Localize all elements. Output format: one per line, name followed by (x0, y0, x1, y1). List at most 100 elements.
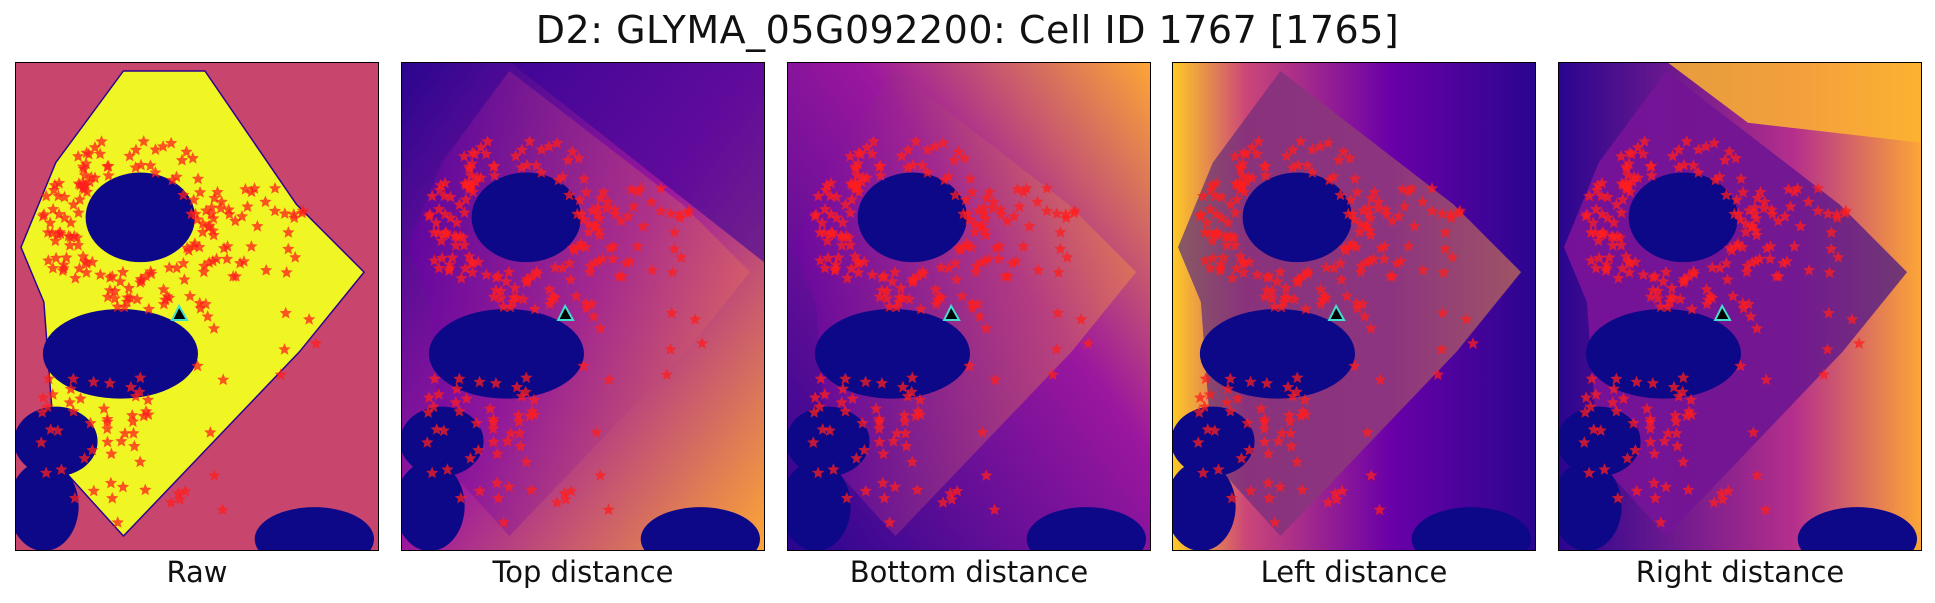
spot-marker (587, 310, 600, 322)
spot-marker (472, 443, 485, 456)
spot-marker (455, 271, 468, 284)
spot-marker (128, 439, 141, 452)
spot-marker (425, 466, 439, 479)
bottom-distance-image (788, 63, 1150, 550)
spot-marker (593, 322, 607, 334)
spot-marker (835, 396, 848, 408)
spot-marker (1224, 372, 1237, 385)
spot-marker (443, 258, 456, 271)
spot-marker (1360, 219, 1373, 232)
spot-marker (900, 439, 913, 452)
spot-marker (49, 251, 63, 264)
spot-marker (561, 153, 575, 166)
spot-marker (80, 146, 93, 159)
spot-marker (432, 202, 446, 215)
spot-marker (1718, 153, 1732, 166)
spot-marker (1687, 159, 1700, 171)
spot-marker (1286, 161, 1299, 173)
spot-marker (1784, 200, 1797, 212)
spot-marker (457, 149, 471, 162)
spot-marker (818, 261, 832, 274)
spot-marker (1822, 306, 1835, 319)
spot-marker (1709, 173, 1722, 186)
spot-marker (877, 447, 890, 460)
spot-marker (67, 198, 80, 210)
spot-marker (309, 337, 323, 349)
spot-marker (673, 208, 686, 220)
spot-marker (207, 228, 220, 241)
spot-marker (839, 372, 852, 385)
spot-marker (1821, 207, 1834, 219)
spot-marker (510, 291, 523, 304)
spot-marker (1657, 275, 1670, 287)
spot-marker (1229, 177, 1242, 189)
spot-marker (40, 189, 53, 202)
spot-marker (917, 267, 930, 280)
spot-marker (1230, 193, 1243, 206)
spot-marker (1615, 206, 1628, 219)
right-distance-image (1559, 63, 1921, 550)
spot-marker (422, 405, 435, 418)
spot-marker (1651, 292, 1665, 304)
spot-marker (517, 292, 530, 305)
spot-marker (172, 487, 185, 499)
spot-marker (1592, 234, 1605, 247)
spot-marker (512, 408, 525, 421)
spot-marker (1630, 484, 1643, 497)
spot-marker (1734, 359, 1747, 372)
spot-marker (216, 503, 229, 516)
spot-marker (57, 258, 70, 271)
spot-marker (52, 207, 66, 220)
spot-marker (1258, 415, 1271, 428)
spot-marker (1192, 436, 1205, 448)
spot-marker (124, 291, 137, 304)
spot-marker (980, 191, 993, 204)
spot-marker (104, 476, 118, 489)
spot-marker (1758, 195, 1771, 208)
spot-marker (1265, 284, 1279, 297)
spot-marker (149, 166, 162, 178)
spot-marker (1340, 289, 1354, 302)
spot-marker (1587, 423, 1600, 435)
spot-marker (103, 376, 117, 389)
spot-marker (896, 291, 909, 304)
spot-marker (1209, 207, 1223, 220)
spot-marker (1674, 292, 1687, 305)
spot-marker (959, 193, 972, 206)
spot-marker (1739, 225, 1752, 238)
spot-marker (852, 266, 865, 278)
spot-marker (689, 313, 702, 325)
spot-marker (1059, 208, 1072, 220)
spot-marker (901, 161, 914, 173)
spot-marker (1615, 177, 1628, 189)
spot-marker (1362, 207, 1375, 220)
spot-marker (543, 297, 557, 310)
spot-marker (1017, 185, 1030, 198)
spot-marker (666, 266, 679, 278)
spot-marker (1659, 480, 1673, 493)
spot-marker (201, 310, 214, 322)
spot-marker (106, 491, 119, 504)
spot-marker (979, 322, 993, 334)
spot-marker (129, 143, 143, 156)
spot-marker (1288, 292, 1301, 305)
spot-marker (1631, 171, 1645, 184)
spot-marker (906, 272, 920, 285)
spot-marker (1368, 185, 1381, 198)
spot-marker (1350, 240, 1363, 253)
spot-marker (963, 213, 976, 225)
spot-marker (435, 234, 448, 247)
spot-marker (459, 193, 472, 206)
spot-marker (859, 484, 872, 497)
spot-marker (502, 480, 516, 493)
spot-marker (217, 373, 230, 386)
spot-marker (1050, 343, 1063, 355)
spot-marker (1665, 281, 1679, 294)
spot-marker (118, 300, 131, 313)
spot-marker (512, 415, 526, 428)
spot-marker (558, 487, 571, 499)
spot-marker (949, 188, 962, 201)
spot-marker (883, 300, 896, 313)
spot-marker (1585, 254, 1598, 266)
spot-marker (490, 476, 504, 489)
